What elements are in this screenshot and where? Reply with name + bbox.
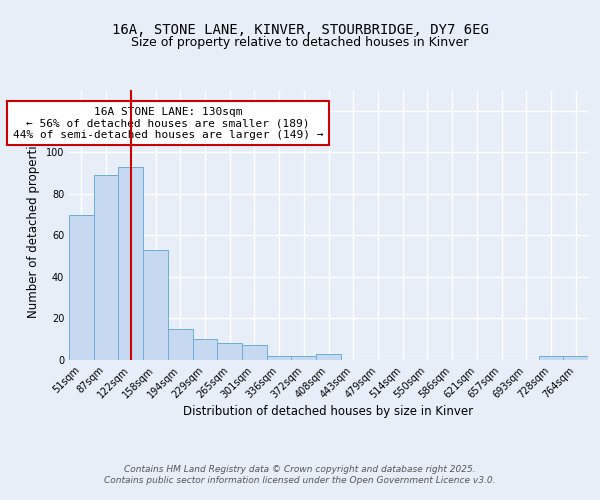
Bar <box>316 354 341 360</box>
Text: Size of property relative to detached houses in Kinver: Size of property relative to detached ho… <box>131 36 469 49</box>
Text: 16A STONE LANE: 130sqm
← 56% of detached houses are smaller (189)
44% of semi-de: 16A STONE LANE: 130sqm ← 56% of detached… <box>13 106 323 140</box>
Bar <box>539 356 563 360</box>
Text: Contains HM Land Registry data © Crown copyright and database right 2025.: Contains HM Land Registry data © Crown c… <box>124 465 476 474</box>
Y-axis label: Number of detached properties: Number of detached properties <box>27 132 40 318</box>
Bar <box>267 356 292 360</box>
Bar <box>563 356 588 360</box>
Bar <box>143 250 168 360</box>
Bar <box>118 167 143 360</box>
Text: Contains public sector information licensed under the Open Government Licence v3: Contains public sector information licen… <box>104 476 496 485</box>
X-axis label: Distribution of detached houses by size in Kinver: Distribution of detached houses by size … <box>184 406 473 418</box>
Bar <box>94 175 118 360</box>
Bar <box>193 339 217 360</box>
Bar <box>292 356 316 360</box>
Bar <box>217 344 242 360</box>
Bar <box>168 329 193 360</box>
Bar <box>69 214 94 360</box>
Bar <box>242 346 267 360</box>
Text: 16A, STONE LANE, KINVER, STOURBRIDGE, DY7 6EG: 16A, STONE LANE, KINVER, STOURBRIDGE, DY… <box>112 22 488 36</box>
